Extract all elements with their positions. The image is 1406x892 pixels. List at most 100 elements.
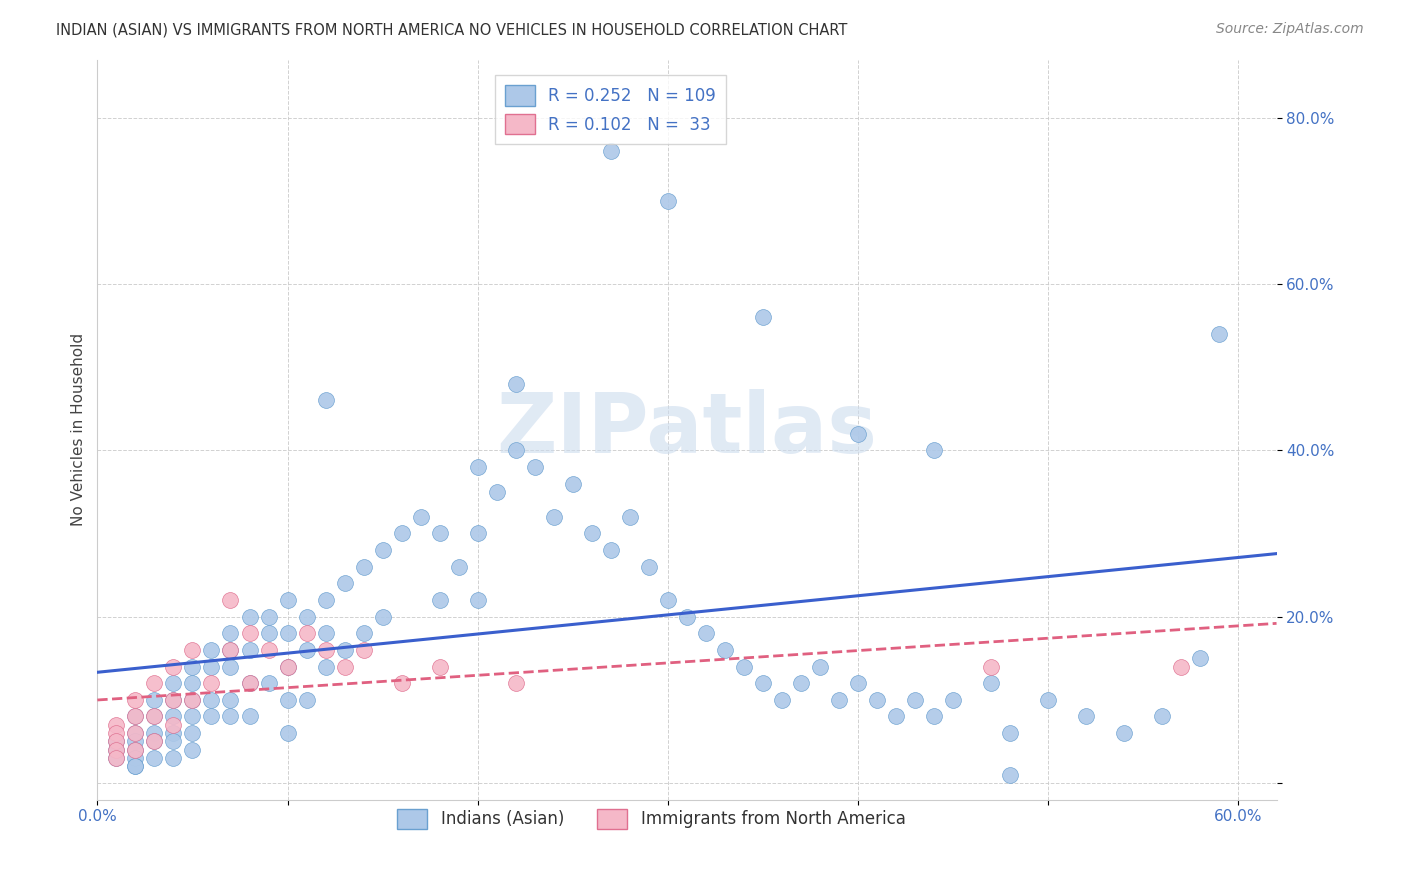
Point: [238, 626, 260, 640]
Point: [124, 709, 146, 723]
Point: [219, 643, 242, 657]
Point: [1114, 726, 1136, 740]
Point: [219, 626, 242, 640]
Point: [638, 559, 661, 574]
Point: [543, 509, 565, 524]
Point: [181, 692, 204, 706]
Point: [1189, 651, 1212, 665]
Text: ZIPatlas: ZIPatlas: [496, 389, 877, 470]
Point: [599, 543, 621, 558]
Point: [219, 659, 242, 673]
Point: [257, 626, 280, 640]
Point: [277, 593, 299, 607]
Point: [105, 734, 128, 748]
Legend: Indians (Asian), Immigrants from North America: Indians (Asian), Immigrants from North A…: [391, 802, 912, 836]
Point: [315, 659, 337, 673]
Point: [980, 676, 1002, 690]
Point: [770, 692, 793, 706]
Point: [277, 626, 299, 640]
Point: [1170, 659, 1192, 673]
Point: [124, 751, 146, 765]
Point: [315, 393, 337, 408]
Point: [1000, 767, 1022, 781]
Point: [1208, 326, 1230, 341]
Point: [581, 526, 603, 541]
Point: [371, 609, 394, 624]
Point: [295, 643, 318, 657]
Point: [657, 194, 679, 208]
Point: [676, 609, 699, 624]
Point: [143, 734, 166, 748]
Point: [599, 144, 621, 158]
Point: [391, 526, 413, 541]
Point: [219, 692, 242, 706]
Point: [143, 734, 166, 748]
Point: [219, 643, 242, 657]
Point: [277, 692, 299, 706]
Point: [277, 726, 299, 740]
Point: [846, 676, 869, 690]
Point: [181, 726, 204, 740]
Point: [808, 659, 831, 673]
Point: [922, 709, 945, 723]
Point: [429, 526, 451, 541]
Point: [200, 692, 222, 706]
Point: [200, 676, 222, 690]
Point: [105, 726, 128, 740]
Point: [124, 742, 146, 756]
Point: [657, 593, 679, 607]
Point: [181, 709, 204, 723]
Point: [315, 643, 337, 657]
Point: [980, 659, 1002, 673]
Point: [124, 692, 146, 706]
Point: [181, 659, 204, 673]
Point: [162, 659, 184, 673]
Point: [219, 709, 242, 723]
Point: [333, 643, 356, 657]
Point: [143, 751, 166, 765]
Point: [523, 460, 546, 475]
Point: [295, 609, 318, 624]
Point: [124, 759, 146, 773]
Text: INDIAN (ASIAN) VS IMMIGRANTS FROM NORTH AMERICA NO VEHICLES IN HOUSEHOLD CORRELA: INDIAN (ASIAN) VS IMMIGRANTS FROM NORTH …: [56, 22, 848, 37]
Point: [219, 593, 242, 607]
Point: [162, 692, 184, 706]
Point: [714, 643, 737, 657]
Point: [162, 717, 184, 731]
Point: [238, 643, 260, 657]
Point: [143, 692, 166, 706]
Point: [429, 593, 451, 607]
Point: [162, 692, 184, 706]
Point: [353, 643, 375, 657]
Point: [295, 692, 318, 706]
Point: [200, 709, 222, 723]
Point: [124, 759, 146, 773]
Point: [371, 543, 394, 558]
Point: [181, 742, 204, 756]
Point: [942, 692, 965, 706]
Point: [257, 609, 280, 624]
Point: [200, 643, 222, 657]
Point: [447, 559, 470, 574]
Point: [257, 643, 280, 657]
Point: [105, 742, 128, 756]
Point: [353, 626, 375, 640]
Point: [752, 676, 775, 690]
Point: [124, 726, 146, 740]
Point: [1000, 726, 1022, 740]
Point: [277, 659, 299, 673]
Point: [505, 676, 527, 690]
Point: [105, 742, 128, 756]
Text: Source: ZipAtlas.com: Source: ZipAtlas.com: [1216, 22, 1364, 37]
Point: [467, 526, 489, 541]
Point: [162, 751, 184, 765]
Point: [467, 593, 489, 607]
Point: [105, 751, 128, 765]
Point: [238, 709, 260, 723]
Point: [505, 376, 527, 391]
Point: [162, 734, 184, 748]
Point: [1038, 692, 1060, 706]
Point: [181, 692, 204, 706]
Point: [181, 643, 204, 657]
Point: [828, 692, 851, 706]
